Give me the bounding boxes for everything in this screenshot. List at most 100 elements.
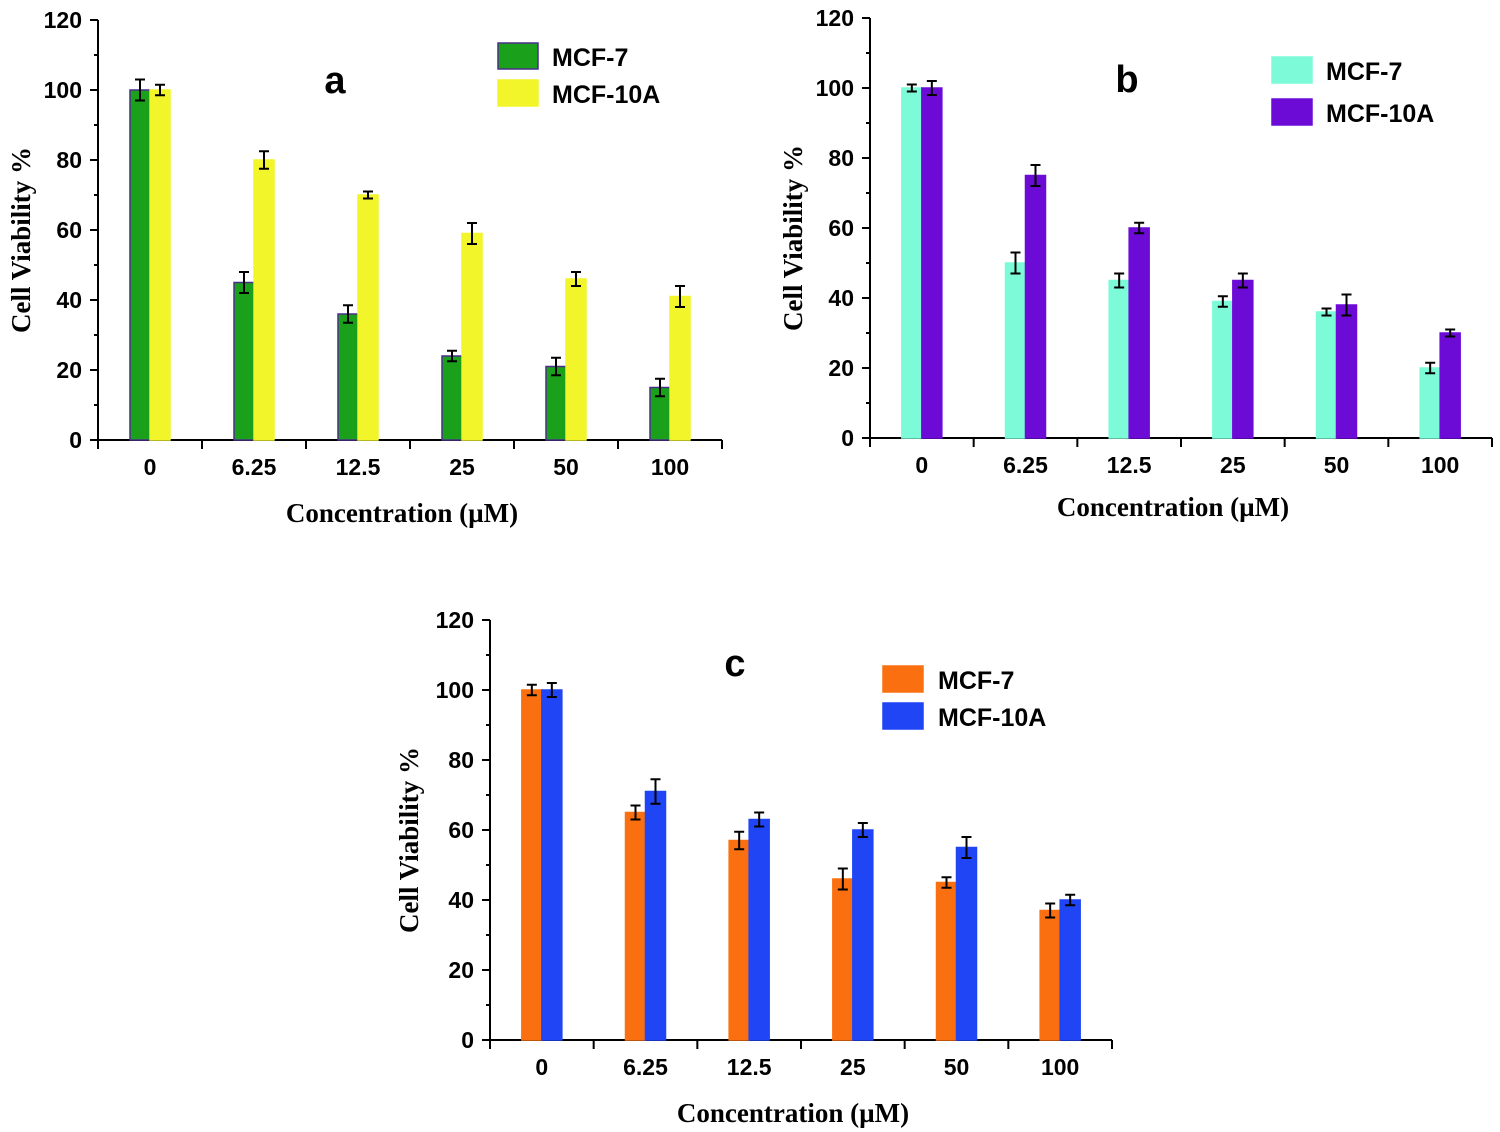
x-tick-label: 100 (1421, 452, 1459, 478)
x-tick-label: 6.25 (623, 1054, 668, 1080)
y-tick-label: 20 (448, 957, 474, 983)
bar-mcf-10a (149, 89, 171, 441)
bar-mcf-7 (1315, 311, 1338, 439)
x-tick-label: 0 (144, 454, 157, 480)
x-axis-title: Concentration (µM) (677, 1098, 909, 1128)
bar-mcf-7 (1004, 262, 1027, 439)
bar-mcf-10a (644, 790, 667, 1041)
y-axis-title: Cell Viability % (6, 147, 36, 333)
x-tick-label: 100 (651, 454, 689, 480)
y-tick-label: 20 (828, 355, 854, 381)
panel-label: b (1115, 59, 1138, 101)
y-tick-label: 80 (448, 747, 474, 773)
bar-mcf-10a (253, 159, 275, 441)
bar-mcf-10a (852, 829, 874, 1041)
x-tick-label: 0 (535, 1054, 548, 1080)
bar-mcf-7 (901, 87, 923, 439)
bar-mcf-7 (441, 355, 463, 441)
bar-mcf-10a (1335, 304, 1358, 439)
bar-mcf-10a (955, 846, 978, 1041)
bar-mcf-7 (1419, 367, 1441, 439)
legend-swatch (497, 42, 539, 70)
x-tick-label: 12.5 (727, 1054, 772, 1080)
bar-mcf-10a (669, 295, 691, 441)
x-tick-label: 12.5 (336, 454, 381, 480)
bar-mcf-10a (461, 232, 483, 441)
bar-mcf-7 (1039, 909, 1061, 1041)
bar-mcf-10a (565, 278, 587, 441)
legend-swatch (497, 79, 539, 107)
y-tick-label: 20 (56, 357, 82, 383)
x-axis-title: Concentration (µM) (1057, 492, 1289, 522)
x-tick-label: 25 (449, 454, 475, 480)
bar-mcf-10a (1439, 332, 1461, 439)
bar-mcf-7 (1212, 300, 1234, 439)
panel-label: a (324, 60, 346, 102)
x-tick-label: 6.25 (232, 454, 277, 480)
y-tick-label: 40 (448, 887, 474, 913)
legend: MCF-7 MCF-10A (1271, 56, 1434, 128)
y-tick-label: 60 (828, 215, 854, 241)
y-tick-label: 0 (461, 1027, 474, 1053)
y-tick-label: 0 (69, 427, 82, 453)
bar-mcf-10a (1128, 227, 1150, 439)
legend: MCF-7 MCF-10A (497, 42, 660, 109)
x-tick-label: 6.25 (1003, 452, 1048, 478)
y-tick-label: 60 (448, 817, 474, 843)
x-tick-label: 25 (840, 1054, 866, 1080)
bar-mcf-10a (1024, 174, 1047, 439)
bar-mcf-7 (545, 365, 567, 441)
bar-mcf-10a (1059, 899, 1081, 1041)
x-tick-label: 12.5 (1107, 452, 1152, 478)
y-tick-label: 100 (816, 75, 854, 101)
legend-label: MCF-7 (1326, 58, 1402, 86)
bar-mcf-10a (541, 689, 563, 1041)
bar-mcf-7 (129, 89, 151, 441)
bar-mcf-10a (921, 87, 943, 439)
bar-mcf-7 (728, 839, 750, 1041)
y-tick-label: 100 (44, 77, 82, 103)
legend-swatch (882, 702, 924, 730)
x-tick-label: 100 (1041, 1054, 1079, 1080)
bar-mcf-7 (233, 281, 255, 441)
y-tick-label: 80 (828, 145, 854, 171)
bar-mcf-10a (748, 818, 770, 1041)
x-tick-label: 0 (915, 452, 928, 478)
y-tick-label: 60 (56, 217, 82, 243)
legend: MCF-7 MCF-10A (882, 665, 1046, 732)
legend-swatch (1271, 56, 1313, 84)
legend-label: MCF-10A (1326, 100, 1434, 128)
legend-swatch (882, 665, 924, 693)
x-tick-label: 50 (944, 1054, 970, 1080)
bar-mcf-10a (357, 194, 379, 441)
bar-mcf-7 (624, 811, 647, 1041)
bar-mcf-7 (521, 689, 543, 1041)
bar-mcf-7 (935, 881, 958, 1041)
bar-mcf-10a (1232, 279, 1254, 439)
legend-label: MCF-7 (938, 667, 1014, 695)
panel-label: c (724, 643, 745, 685)
legend-swatch (1271, 98, 1313, 126)
y-axis-title: Cell Viability % (394, 747, 424, 933)
x-tick-label: 50 (553, 454, 579, 480)
x-tick-label: 50 (1324, 452, 1350, 478)
y-tick-label: 0 (841, 425, 854, 451)
bar-mcf-7 (1108, 279, 1130, 439)
x-tick-label: 25 (1220, 452, 1246, 478)
legend-label: MCF-10A (938, 704, 1046, 732)
y-tick-label: 120 (436, 607, 474, 633)
legend-label: MCF-7 (552, 44, 628, 72)
y-tick-label: 100 (436, 677, 474, 703)
y-tick-label: 80 (56, 147, 82, 173)
y-tick-label: 40 (828, 285, 854, 311)
y-tick-label: 120 (44, 7, 82, 33)
bar-mcf-7 (832, 878, 854, 1041)
y-tick-label: 40 (56, 287, 82, 313)
y-axis-title: Cell Viability % (778, 145, 808, 331)
chart-panel-a: 0 20 40 60 80 100 120 0 6.25 12.5 25 50 100 a MCF-7MCF… (6, 7, 723, 528)
x-axis-title: Concentration (µM) (286, 498, 518, 528)
y-tick-label: 120 (816, 5, 854, 31)
